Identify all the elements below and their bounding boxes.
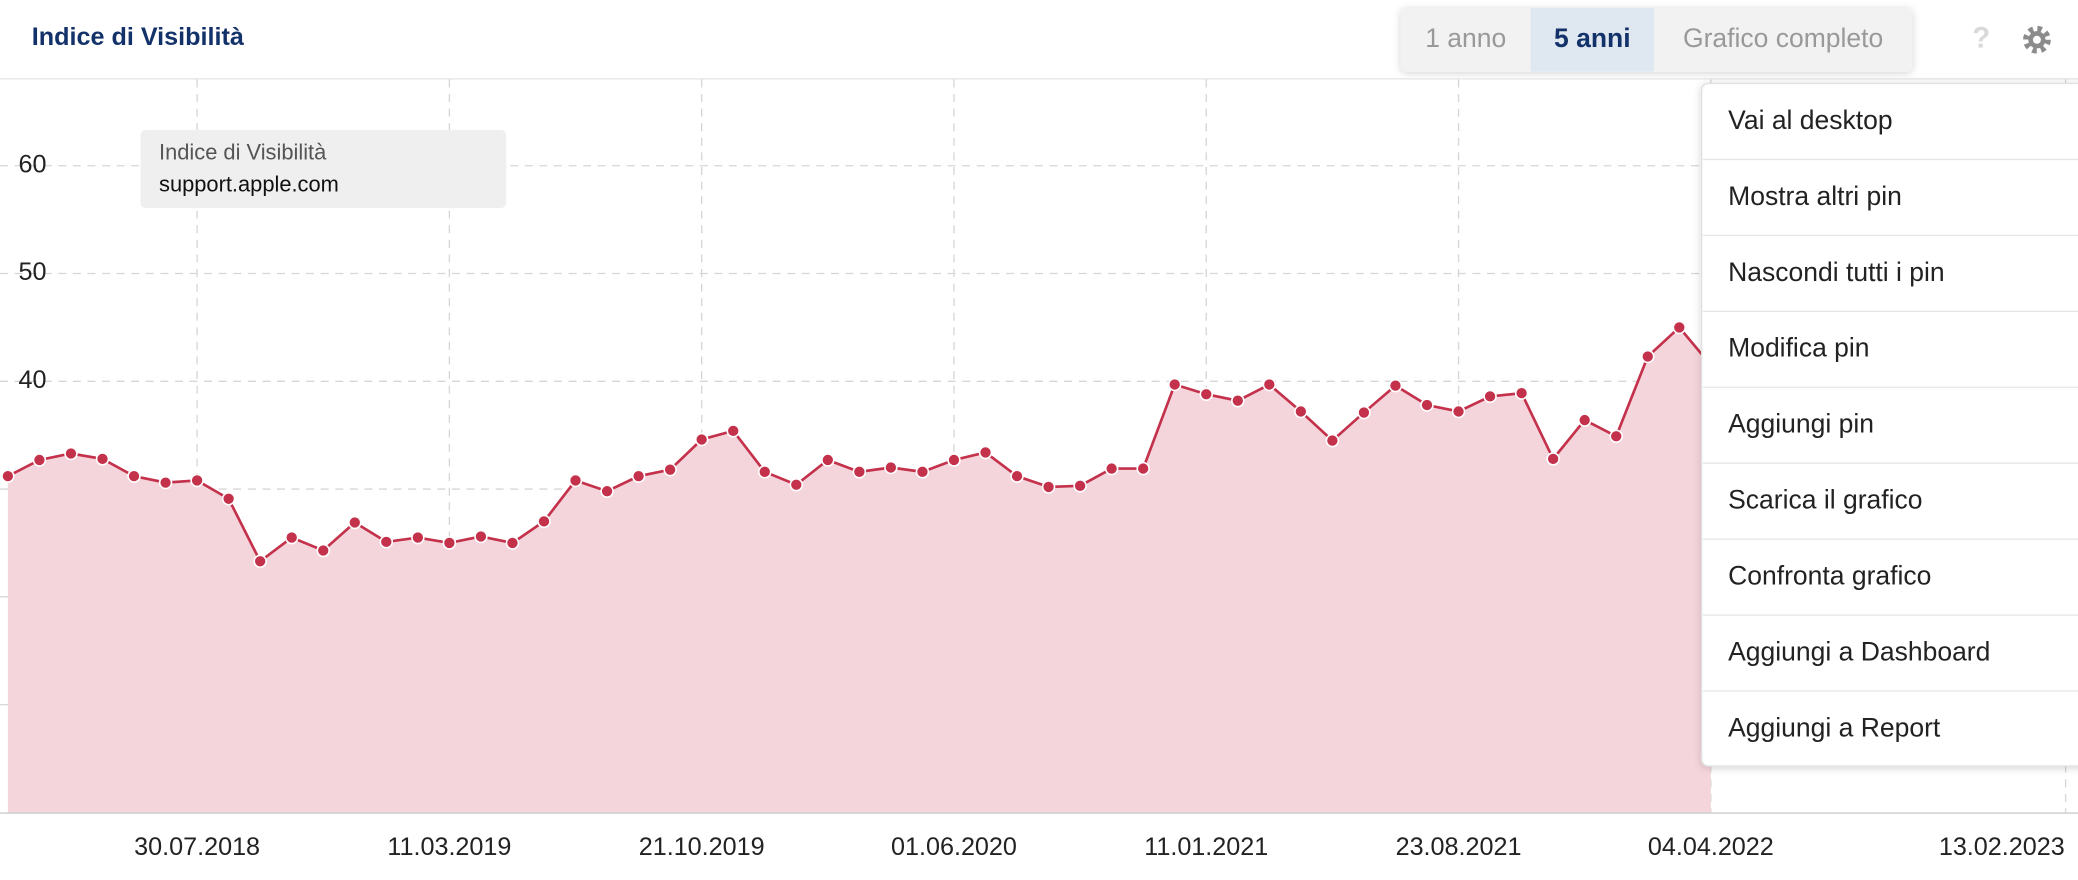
x-tick-label: 13.02.2023 — [1939, 833, 2065, 861]
x-tick-label: 04.04.2022 — [1648, 833, 1774, 861]
y-tick-label: 40 — [19, 366, 47, 394]
point — [884, 460, 898, 475]
range-button[interactable]: 5 anni — [1554, 23, 1631, 53]
x-tick-label: 01.06.2020 — [891, 833, 1017, 861]
point — [411, 530, 425, 545]
x-tick-label: 23.08.2021 — [1396, 833, 1522, 861]
point — [537, 514, 551, 529]
point — [64, 446, 78, 461]
point — [284, 530, 299, 545]
point — [694, 432, 709, 447]
point — [1672, 320, 1687, 335]
menu-item[interactable]: Aggiungi pin — [1728, 409, 1874, 439]
help-icon[interactable]: ? — [1972, 22, 1990, 54]
point — [1640, 349, 1655, 364]
menu-item[interactable]: Nascondi tutti i pin — [1728, 257, 1945, 287]
button-selected — [1530, 7, 1654, 72]
point — [379, 535, 394, 549]
point — [1231, 393, 1245, 408]
point — [505, 536, 520, 550]
point — [568, 473, 583, 488]
widget-title: Indice di Visibilità — [32, 23, 245, 51]
point — [1420, 398, 1434, 412]
area — [7, 327, 1711, 813]
point — [1041, 480, 1056, 494]
x-tick-label: 11.01.2021 — [1144, 833, 1268, 861]
x-tick-label: 30.07.2018 — [134, 833, 260, 861]
menu-item[interactable]: Confronta grafico — [1728, 561, 1931, 591]
point — [852, 465, 867, 479]
point — [1546, 452, 1560, 466]
legend-title: Indice di Visibilità — [159, 140, 327, 165]
point — [1451, 404, 1466, 419]
menu-item[interactable]: Vai al desktop — [1728, 105, 1893, 135]
point — [821, 453, 835, 467]
point — [316, 543, 331, 558]
point — [1294, 404, 1308, 419]
point — [631, 469, 646, 483]
point — [947, 453, 961, 467]
menu-panel — [1700, 82, 2078, 767]
legend-box — [140, 129, 507, 209]
button-group — [1400, 7, 1913, 72]
range-button[interactable]: 1 anno — [1425, 23, 1506, 53]
context-menu: Vai al desktop Mostra altri pin Nascondi t… — [1700, 82, 2078, 767]
legend-entry: support.apple.com — [159, 171, 339, 196]
point — [789, 478, 804, 492]
y-tick-label: 60 — [19, 150, 47, 178]
point — [474, 529, 488, 544]
point — [348, 515, 362, 530]
y-tick-label: 50 — [19, 258, 47, 286]
point — [1167, 377, 1182, 392]
point — [1136, 461, 1150, 476]
plot-area: 10203040506030.07.201811.03.201921.10.20… — [0, 79, 2078, 861]
point — [95, 452, 110, 466]
point — [600, 484, 614, 498]
point — [1262, 377, 1277, 392]
point — [1010, 469, 1024, 483]
point — [442, 536, 457, 550]
point — [253, 554, 267, 569]
point — [1483, 389, 1497, 404]
menu-item[interactable]: Mostra altri pin — [1728, 181, 1902, 211]
point — [127, 469, 141, 483]
point — [1514, 386, 1529, 400]
point — [190, 473, 204, 488]
menu-item[interactable]: Modifica pin — [1728, 333, 1869, 363]
settings-icon[interactable] — [2023, 25, 2051, 54]
point — [1609, 429, 1623, 444]
point — [1388, 378, 1403, 393]
point — [1577, 413, 1592, 427]
point — [32, 453, 47, 467]
point — [221, 492, 236, 506]
point — [1104, 461, 1119, 476]
menu-item[interactable]: Scarica il grafico — [1728, 485, 1922, 515]
point — [1, 469, 15, 483]
point — [757, 465, 772, 479]
point — [915, 465, 930, 479]
point — [1325, 433, 1340, 448]
x-tick-label: 21.10.2019 — [639, 833, 765, 861]
point — [663, 462, 677, 477]
range-button[interactable]: Grafico completo — [1683, 23, 1883, 53]
point — [1357, 405, 1371, 420]
x-tick-label: 11.03.2019 — [387, 833, 511, 861]
point — [1073, 479, 1087, 493]
point — [158, 475, 173, 490]
point — [978, 445, 993, 460]
menu-item[interactable]: Aggiungi a Dashboard — [1728, 636, 1990, 666]
menu-item[interactable]: Aggiungi a Report — [1728, 712, 1941, 742]
range-buttons: 1 anno 5 anni Grafico completo — [1400, 7, 1913, 72]
point — [1199, 387, 1214, 401]
point — [726, 424, 740, 438]
